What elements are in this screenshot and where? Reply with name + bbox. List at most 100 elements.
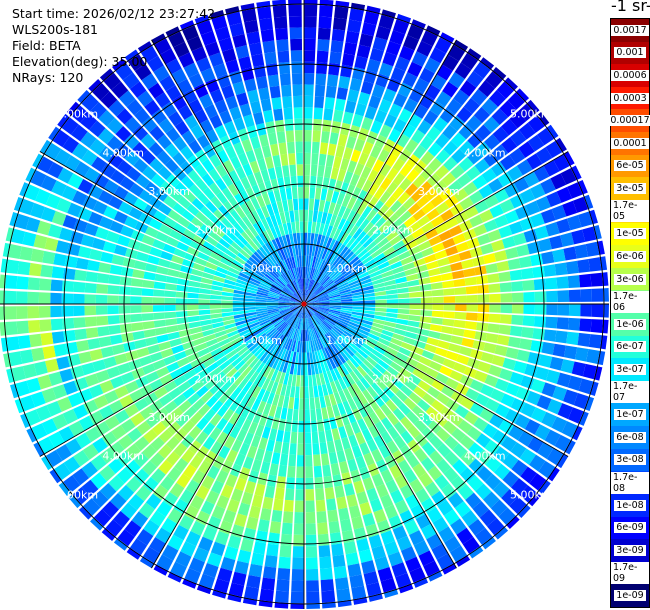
gate-cell xyxy=(241,8,257,23)
gate-cell xyxy=(236,92,249,106)
gate-cell xyxy=(309,187,316,199)
gate-cell xyxy=(318,153,327,166)
gate-cell xyxy=(237,502,251,517)
colorbar-step: 1.7e-07 xyxy=(611,380,649,404)
gate-cell xyxy=(358,152,369,166)
gate-cell xyxy=(160,348,174,359)
gate-cell xyxy=(418,472,434,488)
gate-cell xyxy=(491,108,509,125)
gate-cell xyxy=(278,306,290,310)
gate-cell xyxy=(37,374,52,390)
gate-cell xyxy=(99,68,114,82)
gate-cell xyxy=(563,151,575,166)
gate-cell xyxy=(261,378,271,391)
gate-cell xyxy=(210,347,223,357)
gate-cell xyxy=(411,345,424,356)
gate-cell xyxy=(180,335,193,344)
gate-cell xyxy=(527,134,545,152)
gate-cell xyxy=(205,261,218,271)
gate-cell xyxy=(354,334,366,343)
gate-cell xyxy=(363,415,374,429)
gate-cell xyxy=(292,557,304,570)
gate-cell xyxy=(453,319,466,329)
gate-cell xyxy=(203,333,217,342)
gate-cell xyxy=(330,369,338,382)
gate-cell xyxy=(316,271,325,283)
gate-cell xyxy=(435,201,450,215)
gate-cell xyxy=(355,215,366,228)
gate-cell xyxy=(367,169,379,183)
gate-cell xyxy=(330,167,340,180)
gate-cell xyxy=(523,304,535,315)
gate-cell xyxy=(319,235,326,247)
gate-cell xyxy=(141,460,158,476)
gate-cell xyxy=(341,298,353,302)
gate-cell xyxy=(345,184,356,197)
gate-cell xyxy=(345,552,360,566)
gate-cell xyxy=(335,415,344,428)
gate-cell xyxy=(298,329,302,341)
gate-cell xyxy=(319,442,328,455)
gate-cell xyxy=(361,428,373,442)
gate-cell xyxy=(290,299,302,304)
gate-cell xyxy=(318,199,326,212)
azimuth-spoke xyxy=(303,39,457,305)
gate-cell xyxy=(268,329,278,339)
gate-cell xyxy=(304,306,307,319)
gate-cell xyxy=(465,312,478,321)
gate-cell xyxy=(322,261,331,273)
gate-cell xyxy=(199,314,211,321)
gate-cell xyxy=(273,189,282,202)
gate-cell xyxy=(242,163,253,177)
gate-cell xyxy=(526,153,543,170)
gate-cell xyxy=(84,294,97,304)
gate-cell xyxy=(202,422,216,436)
gate-cell xyxy=(246,339,258,349)
gate-cell xyxy=(72,190,88,206)
gate-cell xyxy=(431,490,447,507)
gate-cell xyxy=(339,288,351,295)
gate-cell xyxy=(105,519,123,537)
gate-cell xyxy=(359,377,371,389)
gate-cell xyxy=(340,181,350,195)
gate-cell xyxy=(305,290,310,302)
gate-cell xyxy=(306,294,316,303)
gate-cell xyxy=(301,255,304,267)
gate-cell xyxy=(263,450,273,464)
gate-cell xyxy=(164,283,178,291)
gate-cell xyxy=(370,274,383,282)
gate-cell xyxy=(351,242,363,254)
gate-cell xyxy=(244,295,256,299)
gate-cell xyxy=(315,408,323,421)
gate-cell xyxy=(190,124,205,139)
gate-cell xyxy=(145,493,162,510)
gate-cell xyxy=(126,547,141,560)
gate-cell xyxy=(184,252,197,263)
gate-cell xyxy=(391,266,405,275)
ring-label: 5.00km xyxy=(510,108,552,121)
gate-cell xyxy=(440,325,454,335)
gate-cell xyxy=(326,250,334,262)
gate-cell xyxy=(324,319,335,328)
gate-cell xyxy=(325,316,337,325)
gate-cell xyxy=(266,305,279,308)
gate-cell xyxy=(195,178,208,192)
colorbar-tick-label: 1e-08 xyxy=(614,499,646,511)
gate-cell xyxy=(271,266,281,277)
gate-cell xyxy=(221,300,233,304)
gate-cell xyxy=(189,326,202,335)
gate-cell xyxy=(491,429,508,445)
gate-cell xyxy=(213,578,230,594)
gate-cell xyxy=(76,340,90,353)
gate-cell xyxy=(139,406,155,420)
gate-cell xyxy=(243,527,256,542)
gate-cell xyxy=(230,263,242,272)
gate-cell xyxy=(285,187,293,200)
gate-cell xyxy=(313,465,323,478)
gate-cell xyxy=(119,394,134,409)
gate-cell xyxy=(518,122,536,140)
gate-cell xyxy=(342,348,352,360)
gate-cell xyxy=(345,373,356,386)
gate-cell xyxy=(314,270,321,281)
gate-cell xyxy=(51,266,65,279)
